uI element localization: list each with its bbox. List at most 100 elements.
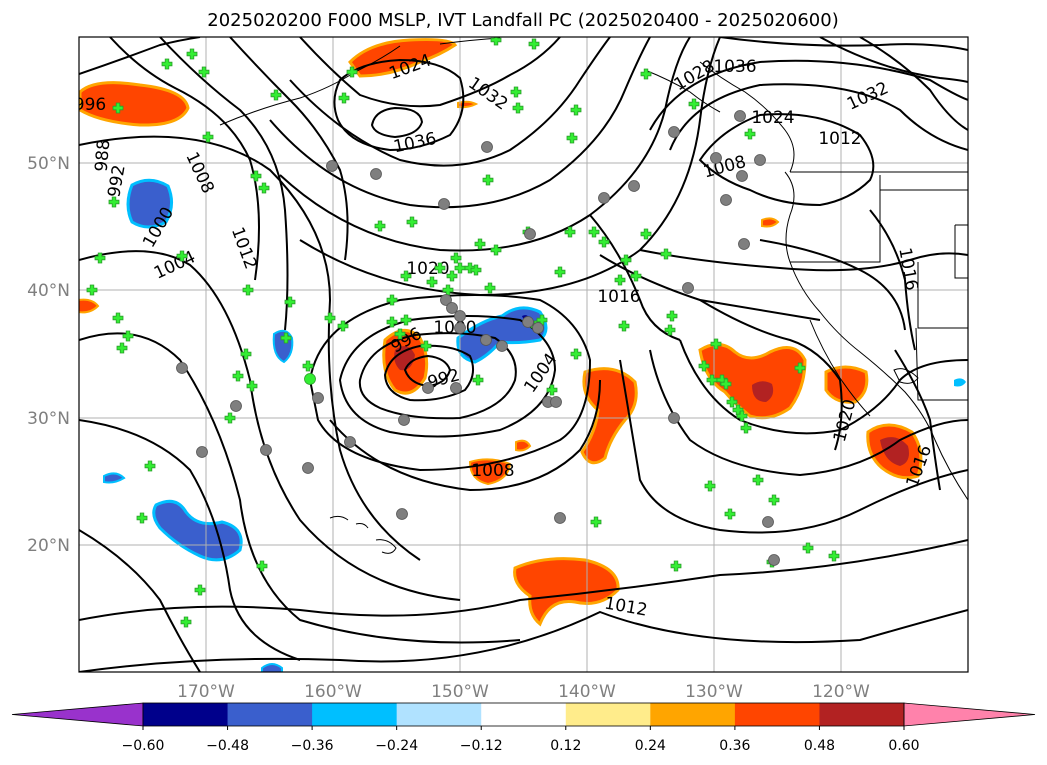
station-plus-marker bbox=[670, 560, 682, 572]
colorbar-extend-low bbox=[11, 702, 144, 727]
station-circle-marker bbox=[454, 310, 466, 322]
station-plus-marker bbox=[232, 370, 244, 382]
isobar-label: 1012 bbox=[818, 129, 861, 149]
colorbar-tick-label: 0.60 bbox=[888, 738, 919, 754]
station-plus-marker bbox=[570, 348, 582, 360]
ivt-positive-region bbox=[513, 557, 620, 627]
station-plus-marker bbox=[704, 480, 716, 492]
station-plus-marker bbox=[598, 236, 610, 248]
station-plus-marker bbox=[554, 266, 566, 278]
ivt-shading bbox=[79, 38, 966, 672]
station-plus-marker bbox=[588, 226, 600, 238]
isobar-label: 996 bbox=[74, 95, 106, 115]
ivt-positive-region bbox=[515, 439, 532, 452]
ivt-negative-region bbox=[261, 663, 283, 672]
station-plus-marker bbox=[406, 216, 418, 228]
lon-tick-label: 140°W bbox=[558, 682, 616, 702]
station-plus-marker bbox=[394, 328, 406, 340]
station-plus-marker bbox=[470, 264, 482, 276]
station-circle-marker bbox=[326, 160, 338, 172]
station-plus-marker bbox=[546, 384, 558, 396]
lon-tick-label: 160°W bbox=[304, 682, 362, 702]
station-plus-marker bbox=[374, 220, 386, 232]
ivt-strong-region bbox=[752, 381, 774, 402]
station-circle-marker bbox=[396, 508, 408, 520]
ivt-positive-region bbox=[761, 217, 780, 228]
lat-tick-label: 40°N bbox=[27, 281, 70, 301]
colorbar-tick-label: −0.48 bbox=[206, 738, 249, 754]
station-plus-marker bbox=[302, 360, 314, 372]
isobar-label: 988 bbox=[92, 139, 115, 173]
station-plus-marker bbox=[136, 512, 148, 524]
lat-tick-label: 20°N bbox=[27, 536, 70, 556]
ivt-strong-region bbox=[880, 437, 909, 466]
station-plus-marker bbox=[338, 92, 350, 104]
station-plus-marker bbox=[564, 226, 576, 238]
station-plus-marker bbox=[688, 98, 700, 110]
station-circle-marker bbox=[522, 316, 534, 328]
station-circle-marker bbox=[450, 382, 462, 394]
station-circle-marker bbox=[481, 141, 493, 153]
station-circle-marker bbox=[370, 168, 382, 180]
colorbar-tick-label: 0.36 bbox=[719, 738, 750, 754]
station-circle-marker bbox=[738, 238, 750, 250]
station-plus-marker bbox=[724, 508, 736, 520]
station-plus-marker bbox=[400, 314, 412, 326]
station-circle-marker bbox=[734, 110, 746, 122]
station-circle-marker bbox=[496, 340, 508, 352]
station-plus-marker bbox=[620, 254, 632, 266]
station-circle-marker bbox=[598, 192, 610, 204]
ivt-positive-region bbox=[824, 365, 869, 404]
station-plus-marker bbox=[768, 494, 780, 506]
station-plus-marker bbox=[570, 104, 582, 116]
isobar-label: 1008 bbox=[471, 461, 514, 481]
colorbar-extend-high bbox=[903, 702, 1036, 727]
colorbar-tick-label: 0.24 bbox=[635, 738, 666, 754]
station-plus-marker bbox=[122, 330, 134, 342]
station-circle-marker bbox=[196, 446, 208, 458]
colorbar-bin bbox=[396, 703, 482, 726]
station-plus-marker bbox=[536, 314, 548, 326]
station-plus-marker bbox=[794, 362, 806, 374]
station-plus-marker bbox=[144, 460, 156, 472]
colorbar-tick-label: −0.60 bbox=[122, 738, 165, 754]
ivt-negative-region bbox=[954, 378, 966, 387]
station-plus-marker bbox=[664, 324, 676, 336]
colorbar-bin bbox=[819, 703, 905, 726]
station-plus-marker bbox=[828, 550, 840, 562]
station-circle-marker bbox=[446, 302, 458, 314]
ivt-positive-region bbox=[698, 343, 807, 420]
station-plus-marker bbox=[490, 244, 502, 256]
station-plus-marker bbox=[630, 270, 642, 282]
lon-tick-label: 130°W bbox=[685, 682, 743, 702]
isobar-label: 1036 bbox=[713, 57, 756, 77]
station-plus-marker bbox=[720, 378, 732, 390]
station-circle-marker bbox=[344, 436, 356, 448]
station-plus-marker bbox=[112, 312, 124, 324]
ivt-positive-region bbox=[79, 298, 100, 314]
isobar-label: 1016 bbox=[597, 287, 640, 307]
ivt-negative-region bbox=[103, 472, 126, 484]
station-plus-marker bbox=[112, 102, 124, 114]
station-plus-marker bbox=[510, 86, 522, 98]
ivt-positive-region bbox=[348, 38, 458, 78]
station-plus-marker bbox=[666, 310, 678, 322]
isobar-label: 1024 bbox=[751, 108, 794, 128]
station-plus-marker bbox=[590, 516, 602, 528]
station-plus-marker bbox=[472, 374, 484, 386]
colorbar: −0.60 −0.48 −0.36 −0.24 −0.12 0.12 0.24 0.36 0.4… bbox=[11, 702, 1036, 754]
station-plus-marker bbox=[242, 284, 254, 296]
station-plus-marker bbox=[186, 48, 198, 60]
lon-tick-labels: 170°W 160°W 150°W 140°W 130°W 120°W bbox=[177, 682, 870, 702]
station-plus-marker bbox=[194, 584, 206, 596]
station-circle-marker bbox=[302, 462, 314, 474]
station-plus-marker bbox=[660, 248, 672, 260]
coastlines bbox=[219, 37, 968, 554]
station-plus-marker bbox=[744, 128, 756, 140]
map-title: 2025020200 F000 MSLP, IVT Landfall PC (2… bbox=[207, 10, 838, 31]
station-circle-marker bbox=[454, 322, 466, 334]
station-plus-marker bbox=[161, 58, 173, 70]
station-plus-marker bbox=[202, 131, 214, 143]
station-circle-marker bbox=[438, 198, 450, 210]
station-plus-marker bbox=[258, 182, 270, 194]
